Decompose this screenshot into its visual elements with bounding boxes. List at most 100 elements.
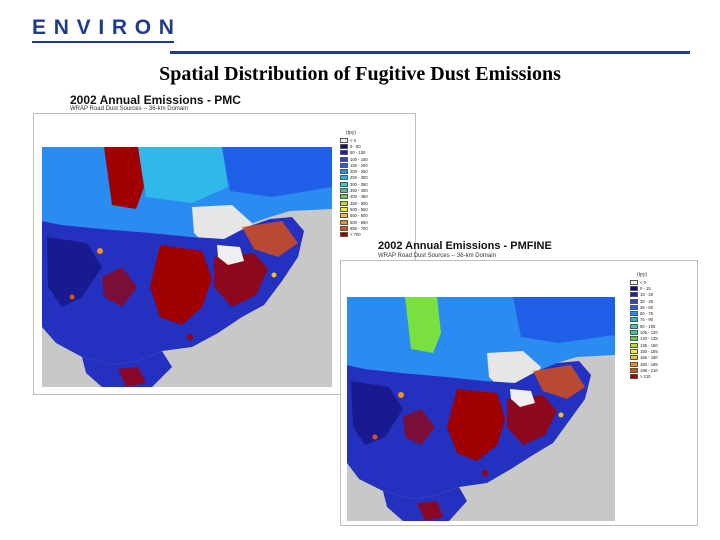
legend-entry: 550 - 600	[340, 213, 368, 219]
legend-swatch	[340, 156, 348, 162]
legend-label: < 0	[350, 137, 356, 143]
legend-entry: 300 - 350	[340, 181, 368, 187]
legend-entry: 105 - 120	[630, 329, 658, 336]
legend-entry: 180 - 195	[630, 361, 658, 367]
legend-label: 500 - 550	[350, 206, 368, 212]
legend-entry: 195 - 210	[630, 367, 658, 373]
legend-entry: > 210	[630, 373, 658, 380]
legend-label: 0 - 50	[350, 143, 361, 149]
legend-swatch	[340, 194, 348, 200]
environ-logo: E N V I R O N	[32, 17, 174, 43]
legend-entry: 500 - 550	[340, 206, 368, 212]
pmc-map-title: 2002 Annual Emissions - PMC	[70, 93, 241, 107]
pmc-map-panel: (tpy) < 0 0 - 50 50 - 100 100 - 150 150 …	[33, 113, 416, 395]
legend-label: 200 - 250	[350, 169, 368, 175]
legend-label: 45 - 60	[640, 304, 654, 310]
pmc-legend: < 0 0 - 50 50 - 100 100 - 150 150 - 200 …	[340, 137, 368, 238]
legend-swatch	[630, 367, 638, 373]
legend-entry: 450 - 500	[340, 200, 368, 206]
pmc-map-image	[42, 147, 332, 387]
logo-letter: N	[53, 16, 69, 39]
pmfine-legend-unit: (tpy)	[637, 272, 647, 278]
legend-entry: 600 - 650	[340, 219, 368, 225]
legend-label: 75 - 90	[640, 317, 654, 323]
legend-entry: 120 - 135	[630, 336, 658, 342]
legend-entry: 150 - 200	[340, 162, 368, 168]
logo-underline	[32, 41, 174, 43]
legend-label: 450 - 500	[350, 200, 368, 206]
legend-entry: 50 - 100	[340, 150, 368, 156]
legend-label: 600 - 650	[350, 219, 368, 225]
legend-swatch	[340, 206, 348, 212]
legend-swatch	[630, 330, 638, 336]
legend-entry: 0 - 50	[340, 143, 368, 149]
legend-entry: 0 - 15	[630, 285, 658, 291]
legend-label: 195 - 210	[640, 367, 658, 373]
legend-entry: < 0	[630, 279, 658, 285]
legend-entry: 650 - 700	[340, 225, 368, 231]
pmfine-map-panel: (tpy) < 0 0 - 15 15 - 30 30 - 45 45 - 60…	[340, 260, 698, 526]
legend-label: 400 - 450	[350, 194, 368, 200]
legend-entry: < 0	[340, 137, 368, 143]
legend-entry: > 700	[340, 231, 368, 238]
legend-label: < 0	[640, 279, 646, 285]
legend-swatch	[340, 137, 348, 143]
legend-swatch	[340, 143, 348, 149]
pmc-map-subtitle: WRAP Road Dust Sources -- 36-km Domain	[70, 106, 188, 112]
pmfine-map-image	[347, 297, 615, 521]
legend-label: 15 - 30	[640, 292, 654, 298]
legend-label: 180 - 195	[640, 361, 658, 367]
legend-entry: 350 - 400	[340, 187, 368, 194]
legend-label: 50 - 100	[350, 150, 366, 156]
legend-entry: 150 - 165	[630, 348, 658, 354]
logo-letters: E N V I R O N	[32, 17, 174, 39]
legend-swatch	[340, 175, 348, 181]
header-rule	[170, 51, 690, 54]
legend-label: 150 - 165	[640, 348, 658, 354]
legend-swatch	[630, 355, 638, 361]
legend-label: 350 - 400	[350, 188, 368, 194]
pmfine-legend: < 0 0 - 15 15 - 30 30 - 45 45 - 60 60 - …	[630, 279, 658, 380]
legend-entry: 135 - 150	[630, 342, 658, 348]
pmc-legend-unit: (tpy)	[346, 130, 356, 136]
legend-label: 550 - 600	[350, 213, 368, 219]
logo-letter: I	[98, 16, 105, 39]
legend-swatch	[630, 323, 638, 329]
logo-letter: N	[158, 16, 174, 39]
legend-swatch	[340, 232, 348, 238]
legend-label: 30 - 45	[640, 298, 654, 304]
legend-label: 165 - 180	[640, 355, 658, 361]
legend-swatch	[630, 348, 638, 354]
slide-title: Spatial Distribution of Fugitive Dust Em…	[159, 63, 561, 85]
legend-swatch	[340, 188, 348, 194]
legend-label: 150 - 200	[350, 162, 368, 168]
legend-label: 120 - 135	[640, 336, 658, 342]
legend-swatch	[630, 292, 638, 298]
legend-entry: 75 - 90	[630, 317, 658, 323]
legend-entry: 200 - 250	[340, 168, 368, 175]
legend-label: 135 - 150	[640, 342, 658, 348]
legend-swatch	[630, 336, 638, 342]
logo-letter: R	[111, 16, 128, 39]
legend-label: 250 - 300	[350, 175, 368, 181]
legend-swatch	[340, 213, 348, 219]
legend-entry: 400 - 450	[340, 194, 368, 200]
legend-swatch	[630, 304, 638, 310]
legend-swatch	[630, 311, 638, 317]
legend-swatch	[340, 181, 348, 187]
legend-label: > 210	[640, 374, 651, 380]
legend-swatch	[630, 298, 638, 304]
legend-swatch	[340, 219, 348, 225]
legend-label: 650 - 700	[350, 225, 368, 231]
legend-swatch	[630, 361, 638, 367]
legend-label: 105 - 120	[640, 330, 658, 336]
legend-entry: 30 - 45	[630, 298, 658, 304]
legend-entry: 165 - 180	[630, 355, 658, 361]
pmfine-map-title: 2002 Annual Emissions - PMFINE	[378, 240, 552, 252]
legend-swatch	[340, 169, 348, 175]
legend-swatch	[630, 374, 638, 380]
legend-entry: 45 - 60	[630, 304, 658, 310]
pmfine-map-subtitle: WRAP Road Dust Sources -- 36-km Domain	[378, 253, 496, 259]
legend-label: 300 - 350	[350, 181, 368, 187]
legend-swatch	[630, 285, 638, 291]
